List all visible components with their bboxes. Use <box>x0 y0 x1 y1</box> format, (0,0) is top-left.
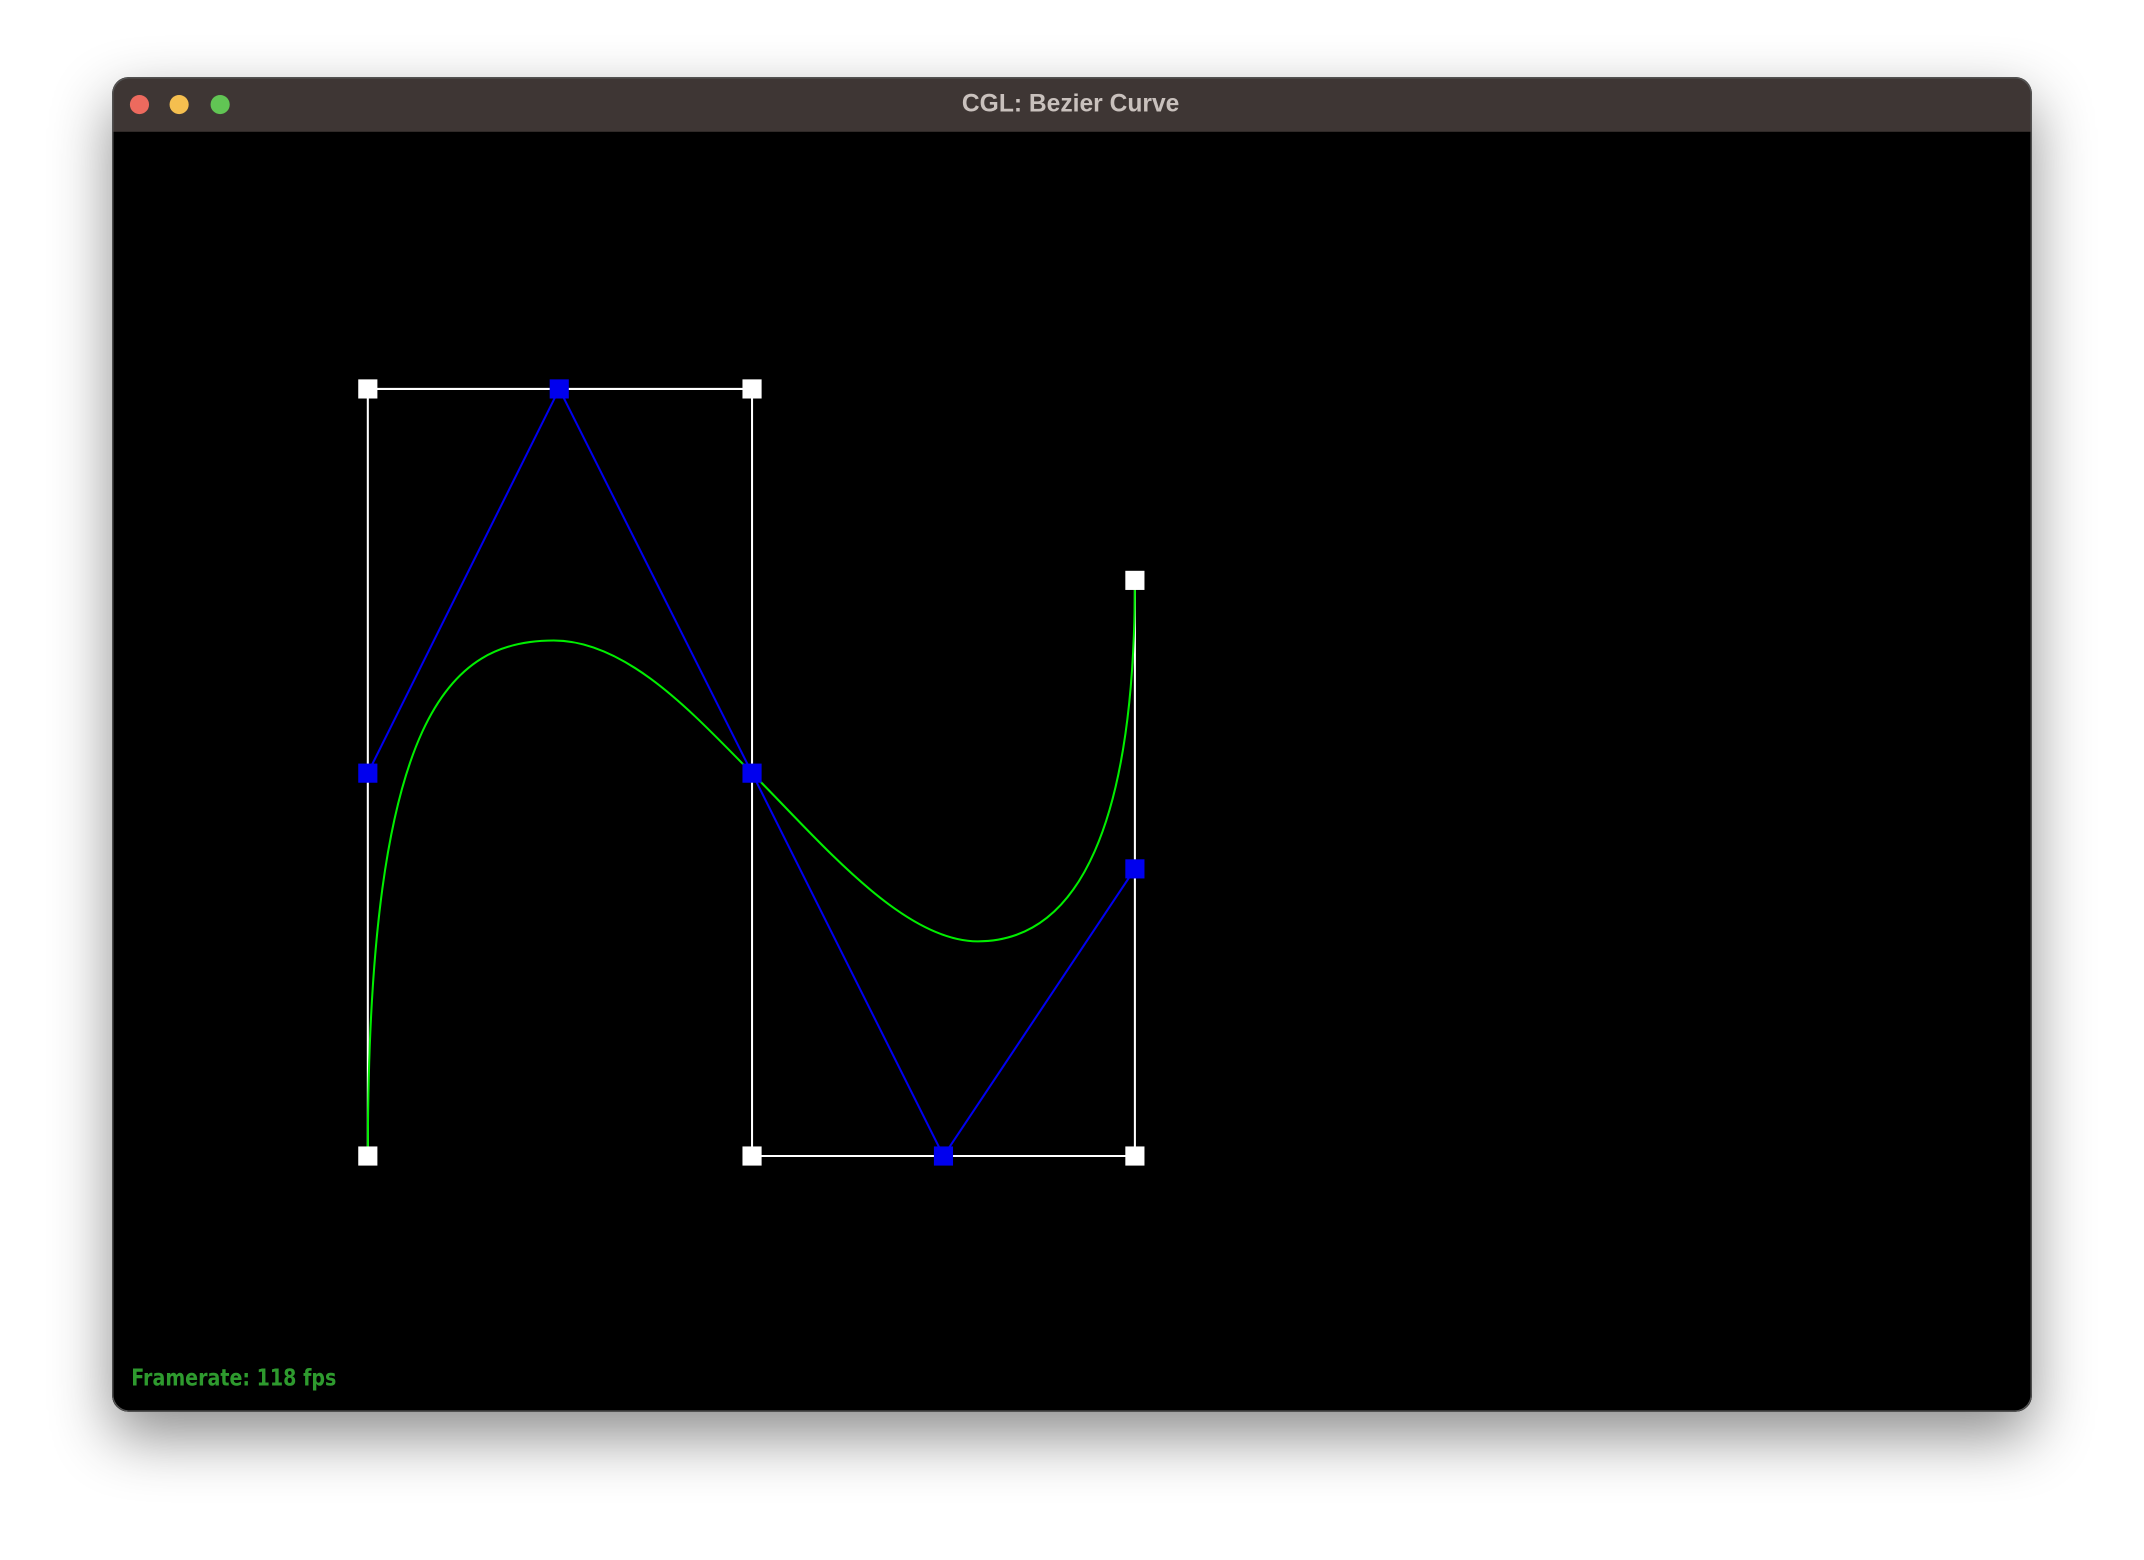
control-point[interactable] <box>358 379 378 399</box>
intermediate-point <box>358 763 378 783</box>
control-point[interactable] <box>1125 1146 1145 1166</box>
intermediate-points <box>358 379 1145 1166</box>
control-point[interactable] <box>358 1146 378 1166</box>
control-point[interactable] <box>742 379 762 399</box>
intermediate-point <box>933 1146 954 1166</box>
canvas[interactable] <box>112 131 2032 1412</box>
window-border <box>112 77 2032 1412</box>
close-button[interactable] <box>129 94 150 115</box>
zoom-button[interactable] <box>210 94 230 115</box>
framerate-label: Framerate: 118 fps <box>131 1365 336 1392</box>
minimize-button[interactable] <box>169 94 189 115</box>
title-bar <box>112 77 2032 132</box>
control-points <box>358 379 1145 1166</box>
control-point[interactable] <box>742 1146 762 1166</box>
intermediate-point <box>1125 859 1145 879</box>
window-title: CGL: Bezier Curve <box>962 90 1179 117</box>
intermediate-point <box>742 763 762 783</box>
window: CGL: Bezier Curve Framerate: 118 fps <box>112 77 2032 1412</box>
intermediate-point <box>549 379 569 399</box>
bezier-scene <box>358 379 1145 1166</box>
control-point[interactable] <box>1125 570 1145 590</box>
